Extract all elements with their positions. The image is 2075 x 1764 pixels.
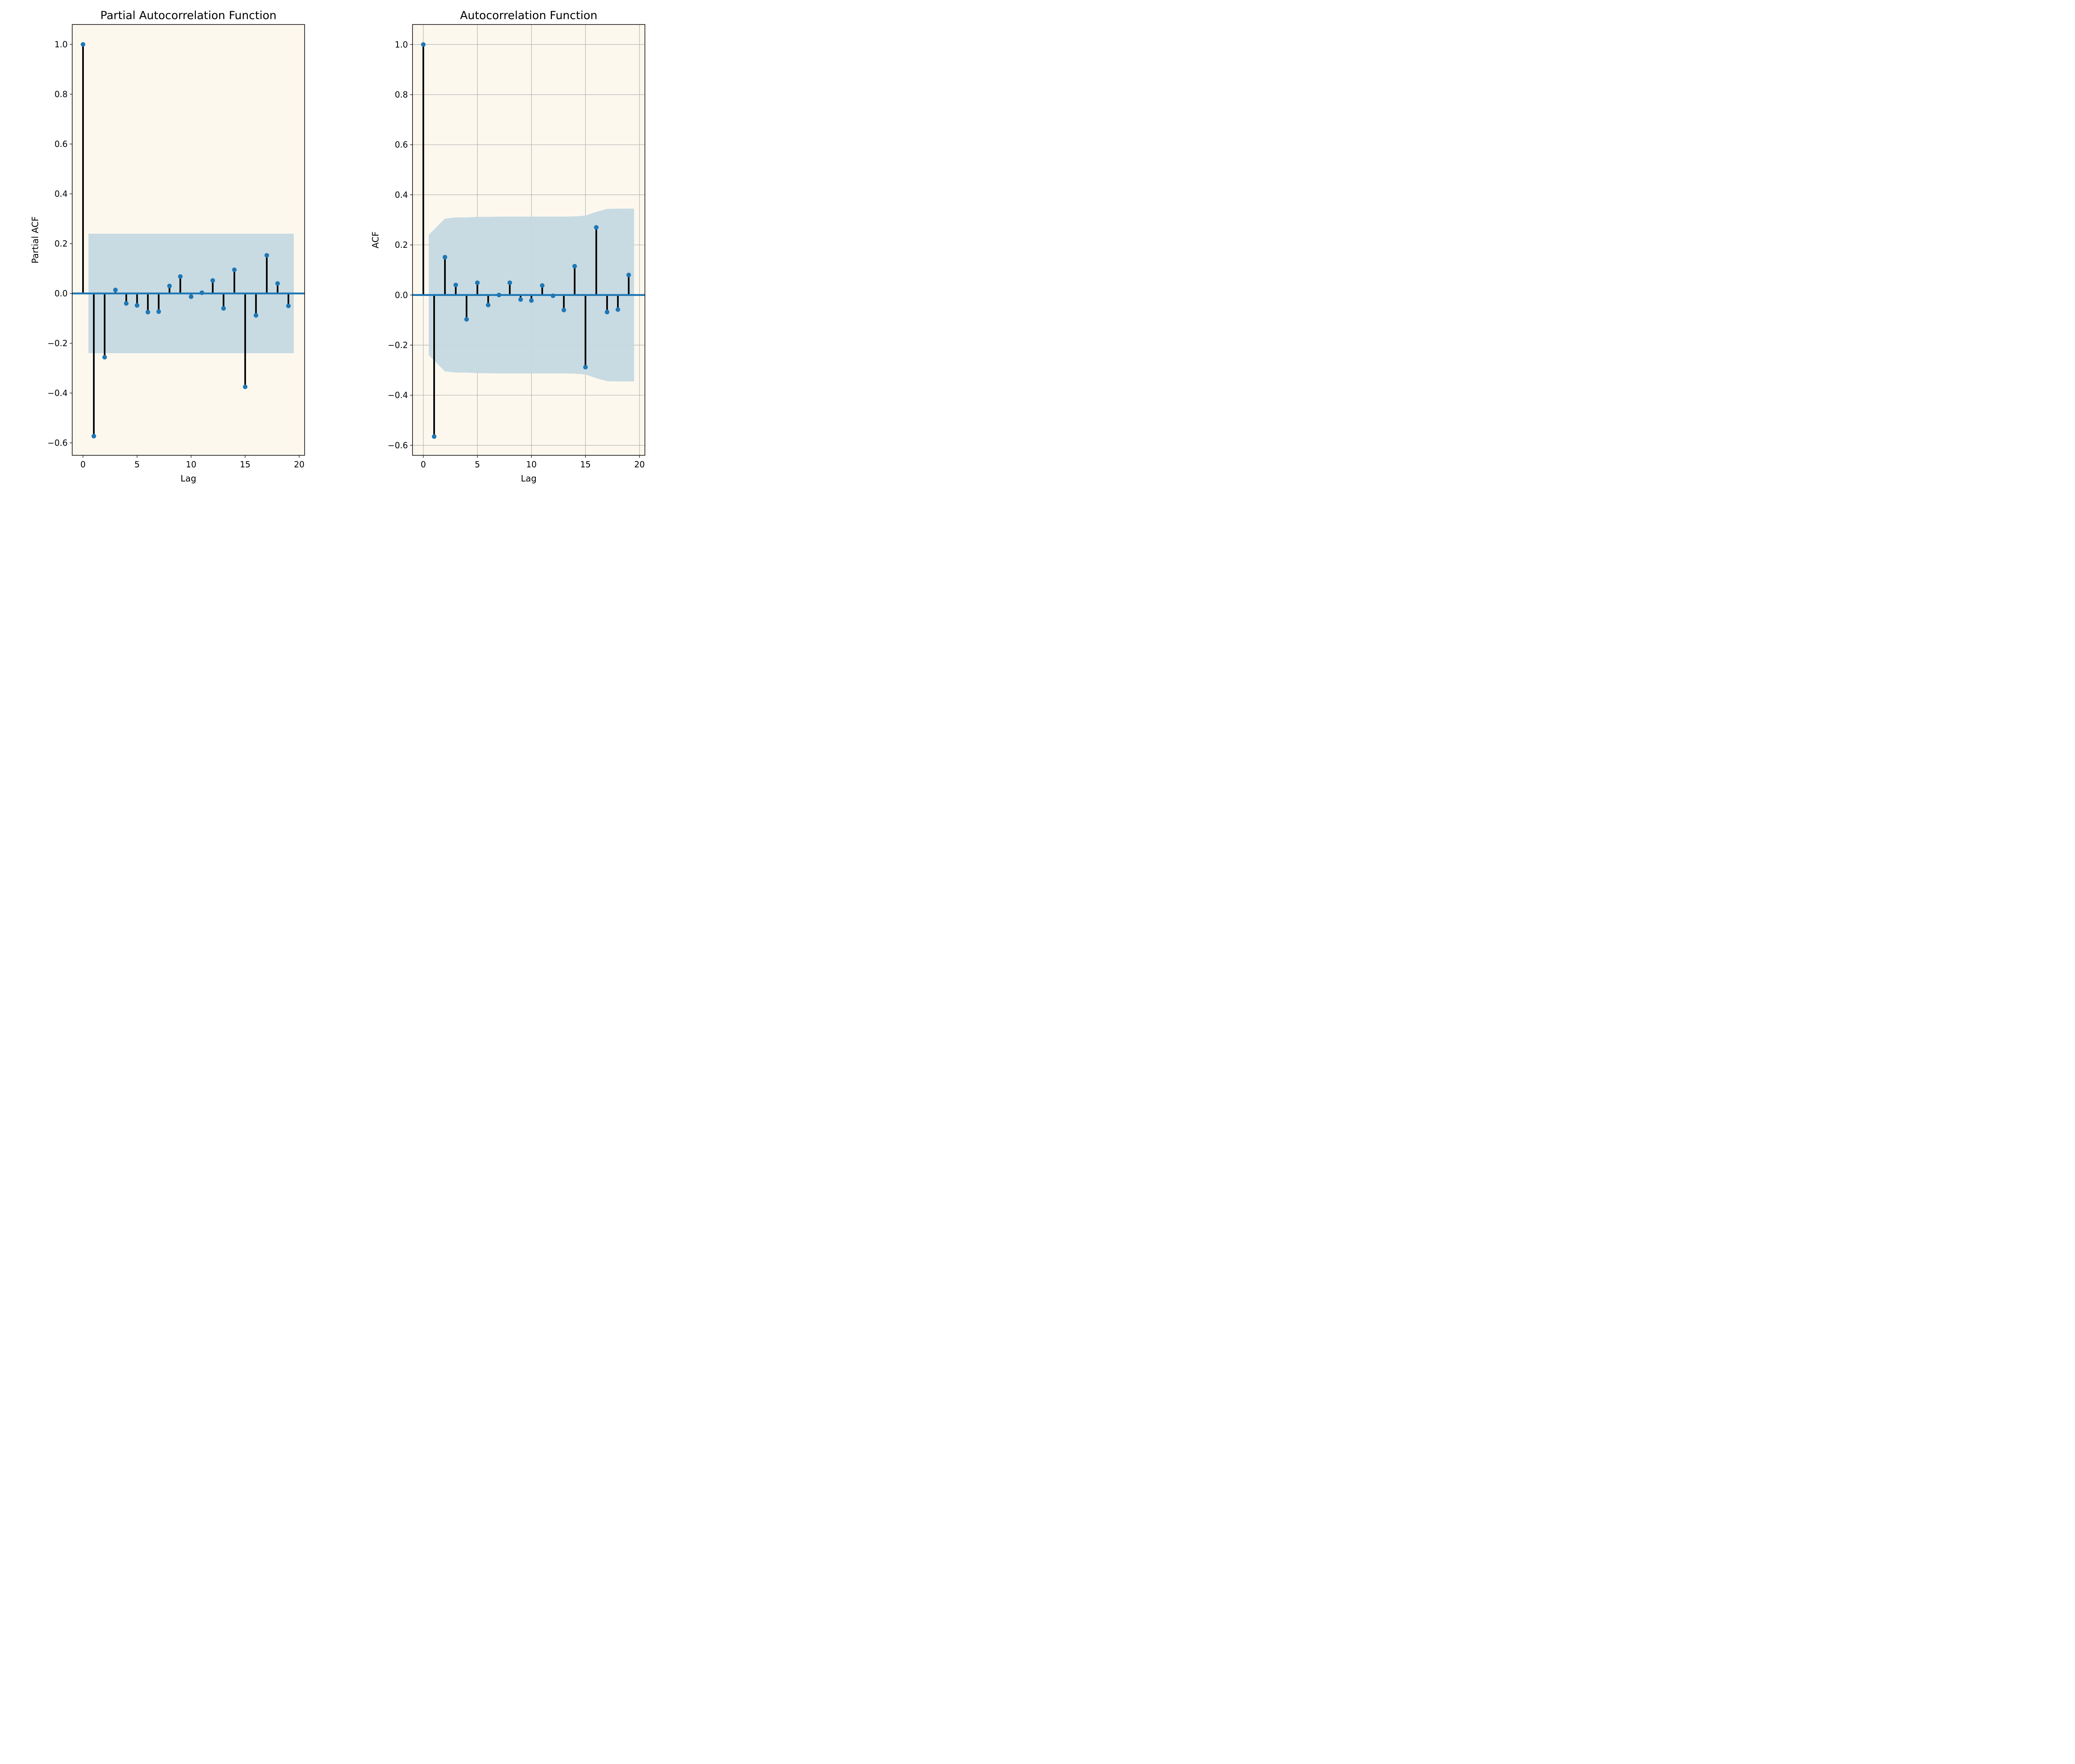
pacf-marker-lag-7 (156, 309, 161, 314)
acf-ytick-label: 0.6 (395, 140, 408, 150)
figure: 0 5 10 15 20 −0.6 −0.4 −0.2 0.0 0.2 0.4 0.6 0.8 1.0 Pa… (0, 0, 651, 503)
acf-marker-lag-12 (551, 293, 556, 298)
pacf-ytick-label: 1.0 (54, 39, 68, 49)
pacf-marker-lag-8 (167, 283, 172, 288)
pacf-y-axis-label: Partial ACF (30, 216, 40, 263)
pacf-ytick-label: −0.2 (47, 338, 68, 348)
pacf-x-axis-label: Lag (181, 474, 196, 484)
acf-marker-lag-6 (486, 303, 491, 308)
acf-marker-lag-5 (475, 280, 480, 285)
acf-marker-lag-14 (572, 264, 577, 269)
pacf-marker-lag-19 (286, 303, 291, 308)
pacf-xtick-label: 5 (134, 459, 140, 469)
acf-xtick-label: 5 (475, 459, 480, 469)
pacf-ytick-label: −0.6 (47, 438, 68, 448)
acf-ytick-label: 0.2 (395, 240, 408, 250)
pacf-ytick-label: 0.6 (54, 139, 68, 149)
acf-y-axis-label: ACF (371, 232, 381, 249)
figure-canvas: 0 5 10 15 20 −0.6 −0.4 −0.2 0.0 0.2 0.4 0.6 0.8 1.0 Pa… (30, 9, 645, 484)
acf-marker-lag-1 (432, 434, 437, 439)
pacf-xtick-label: 15 (240, 459, 250, 469)
acf-xtick-label: 0 (421, 459, 426, 469)
pacf-marker-lag-18 (275, 281, 280, 286)
pacf-marker-lag-12 (210, 278, 215, 283)
acf-ytick-label: −0.2 (388, 340, 408, 350)
pacf-marker-lag-3 (113, 288, 118, 293)
acf-marker-lag-19 (626, 272, 631, 277)
acf-marker-lag-4 (464, 317, 469, 322)
acf-ytick-label: 0.8 (395, 90, 408, 100)
pacf-panel: 0 5 10 15 20 −0.6 −0.4 −0.2 0.0 0.2 0.4 0.6 0.8 1.0 Pa… (30, 9, 305, 484)
acf-ytick-label: 0.0 (395, 290, 408, 300)
pacf-marker-lag-13 (221, 306, 226, 311)
acf-marker-lag-9 (518, 297, 523, 302)
acf-marker-lag-2 (442, 255, 447, 260)
acf-xtick-label: 20 (634, 459, 644, 469)
pacf-ytick-label: 0.8 (54, 89, 68, 99)
pacf-chart-title: Partial Autocorrelation Function (100, 9, 276, 22)
pacf-ytick-label: 0.0 (54, 288, 68, 298)
pacf-xtick-label: 10 (186, 459, 196, 469)
pacf-marker-lag-10 (189, 294, 194, 299)
acf-marker-lag-13 (561, 308, 566, 313)
acf-xtick-label: 15 (580, 459, 591, 469)
pacf-marker-lag-6 (145, 310, 150, 315)
pacf-marker-lag-11 (200, 290, 205, 295)
pacf-marker-lag-1 (91, 434, 96, 439)
acf-ytick-label: 1.0 (395, 39, 408, 49)
pacf-ytick-label: 0.4 (54, 189, 68, 199)
pacf-marker-lag-14 (232, 267, 237, 272)
pacf-marker-lag-0 (81, 42, 85, 47)
acf-marker-lag-11 (540, 283, 545, 288)
acf-marker-lag-17 (605, 310, 610, 315)
acf-marker-lag-3 (453, 283, 458, 288)
acf-panel: 0 5 10 15 20 −0.6 −0.4 −0.2 0.0 0.2 0.4 0.6 0.8 1.0 Au… (371, 9, 645, 484)
acf-ytick-label: −0.4 (388, 390, 408, 400)
acf-marker-lag-15 (583, 365, 588, 370)
pacf-marker-lag-17 (264, 253, 269, 258)
acf-marker-lag-0 (421, 42, 426, 47)
pacf-xtick-label: 20 (294, 459, 304, 469)
acf-marker-lag-7 (496, 293, 501, 298)
acf-chart-title: Autocorrelation Function (460, 9, 598, 22)
pacf-ytick-label: 0.2 (54, 239, 68, 249)
pacf-marker-lag-5 (134, 303, 139, 308)
pacf-ytick-label: −0.4 (47, 388, 68, 398)
acf-ytick-label: 0.4 (395, 190, 408, 200)
acf-marker-lag-8 (507, 280, 512, 285)
pacf-axes-frame (72, 24, 305, 456)
acf-marker-lag-16 (594, 225, 599, 230)
pacf-marker-lag-4 (124, 301, 129, 306)
acf-marker-lag-18 (615, 307, 620, 312)
pacf-marker-lag-15 (243, 384, 248, 389)
acf-ytick-label: −0.6 (388, 440, 408, 450)
acf-marker-lag-10 (529, 298, 534, 303)
acf-xtick-label: 10 (526, 459, 537, 469)
acf-x-axis-label: Lag (521, 474, 537, 484)
pacf-xtick-label: 0 (81, 459, 86, 469)
pacf-marker-lag-16 (254, 313, 259, 318)
pacf-marker-lag-2 (102, 355, 107, 360)
pacf-marker-lag-9 (178, 274, 183, 279)
acf-axes-frame (412, 24, 645, 456)
